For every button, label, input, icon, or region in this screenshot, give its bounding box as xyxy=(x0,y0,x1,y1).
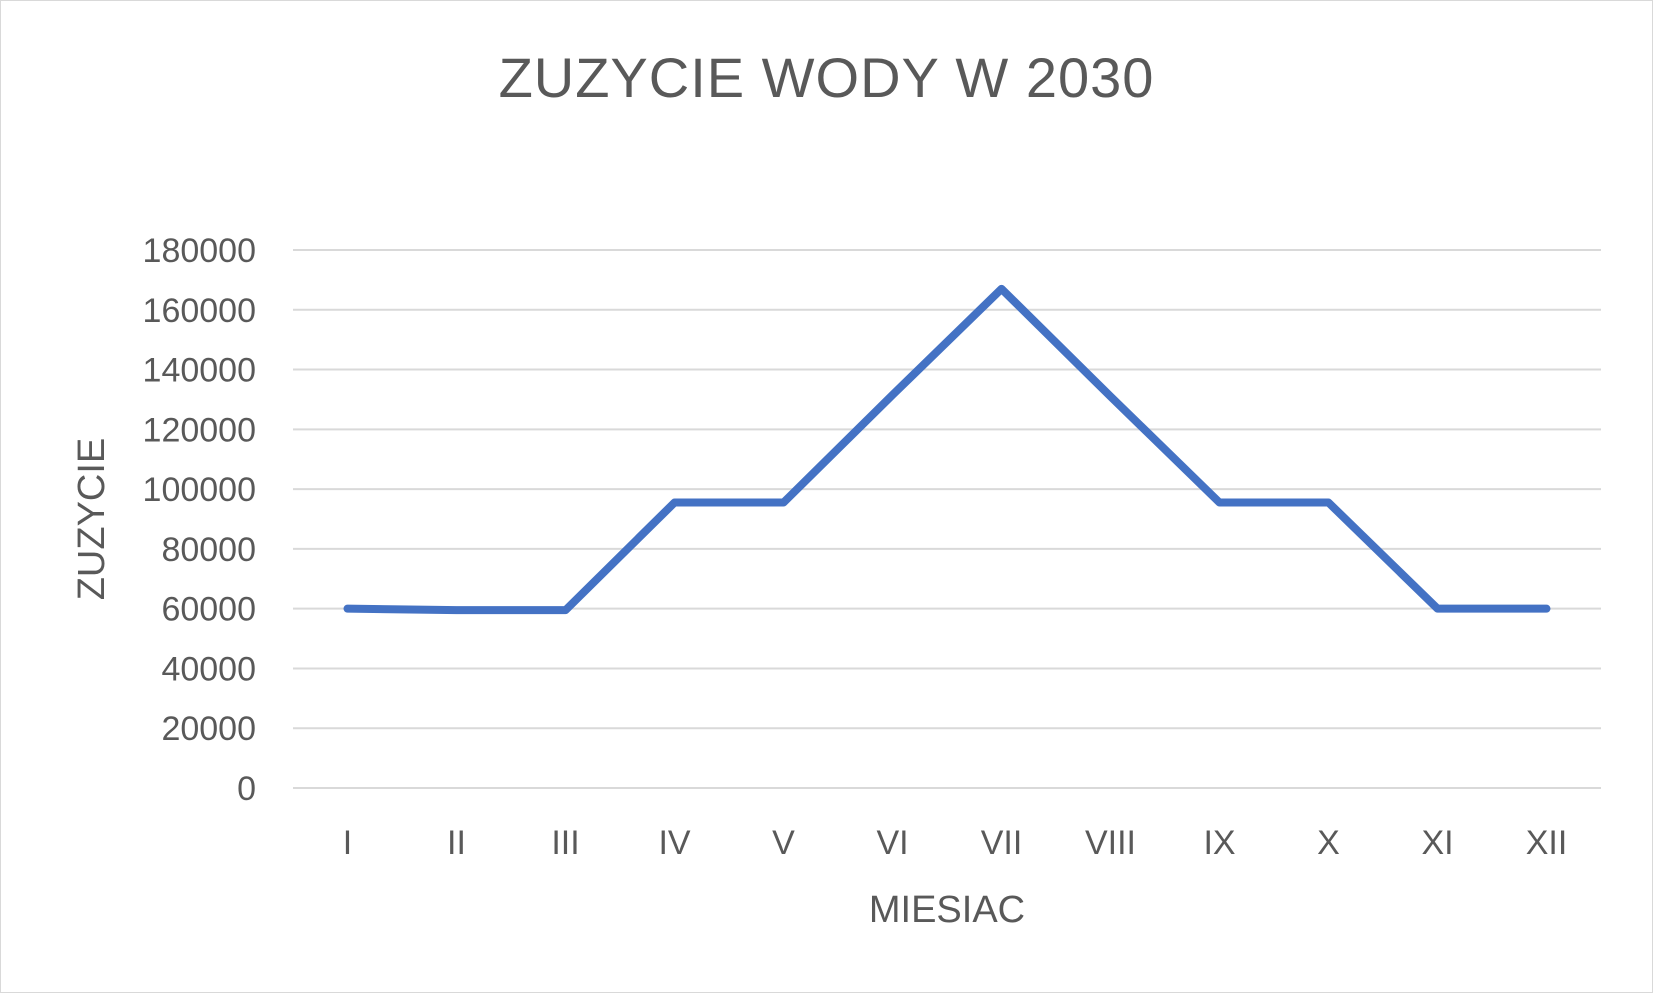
y-tick-label: 180000 xyxy=(143,232,256,270)
series-line xyxy=(343,284,1551,615)
x-tick-label: X xyxy=(1317,824,1340,862)
y-tick-label: 120000 xyxy=(143,411,256,449)
x-tick-label: II xyxy=(447,824,466,862)
x-tick-label: VIII xyxy=(1085,824,1136,862)
y-tick-label: 60000 xyxy=(161,591,256,629)
x-tick-label: XII xyxy=(1526,824,1568,862)
y-tick-label: 20000 xyxy=(161,710,256,748)
chart-title: ZUZYCIE WODY W 2030 xyxy=(498,46,1155,109)
y-tick-label: 80000 xyxy=(161,531,256,569)
x-tick-label: III xyxy=(551,824,579,862)
y-axis-ticks: 0 20000 40000 60000 80000 100000 120000 140000 1… xyxy=(143,232,256,808)
x-tick-label: XI xyxy=(1421,824,1453,862)
x-tick-label: VII xyxy=(981,824,1023,862)
y-tick-label: 40000 xyxy=(161,650,256,688)
x-axis-title: MIESIAC xyxy=(869,889,1025,931)
gridlines xyxy=(293,249,1601,789)
x-tick-label: VI xyxy=(876,824,908,862)
y-tick-label: 160000 xyxy=(143,292,256,330)
x-tick-label: I xyxy=(343,824,352,862)
series-layer xyxy=(343,284,1551,615)
x-tick-label: IX xyxy=(1203,824,1235,862)
y-tick-label: 100000 xyxy=(143,471,256,509)
y-tick-label: 140000 xyxy=(143,352,256,390)
y-axis-title: ZUZYCIE xyxy=(71,438,113,601)
x-axis-ticks: I II III IV V VI VII VIII IX X XI XII xyxy=(343,824,1568,862)
y-tick-label: 0 xyxy=(237,770,256,808)
x-tick-label: V xyxy=(772,824,795,862)
x-tick-label: IV xyxy=(658,824,690,862)
